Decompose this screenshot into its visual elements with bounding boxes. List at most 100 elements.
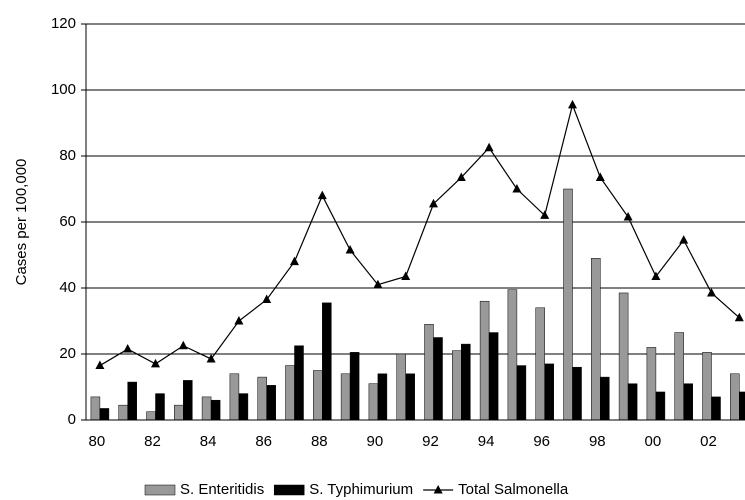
x-tick-label: 96 [533, 433, 550, 450]
bar [127, 381, 137, 421]
legend-label: S. Enteritidis [180, 481, 264, 498]
bar [201, 396, 212, 421]
x-tick-label: 02 [700, 433, 717, 450]
bar [563, 188, 573, 421]
bar [479, 300, 490, 421]
marker [178, 340, 188, 350]
legend-swatch [144, 484, 176, 496]
marker [595, 172, 605, 181]
bar [618, 292, 629, 421]
legend-label: Total Salmonella [458, 481, 569, 498]
marker [317, 190, 327, 200]
line [99, 102, 740, 367]
bar [99, 408, 110, 421]
x-tick-label: 94 [478, 433, 495, 450]
bar [461, 343, 471, 421]
marker [206, 353, 216, 363]
bar [655, 391, 666, 421]
marker [345, 245, 355, 254]
marker [623, 212, 633, 221]
bar [572, 366, 582, 421]
marker [262, 294, 272, 304]
bar [313, 370, 323, 421]
bar [349, 352, 360, 421]
bar [90, 396, 101, 421]
bar [322, 302, 332, 421]
bar [294, 345, 304, 421]
bar [516, 365, 527, 421]
x-tick-label: 86 [255, 433, 272, 450]
bar [377, 373, 388, 421]
bar [544, 363, 554, 421]
marker [734, 312, 744, 322]
marker [456, 172, 466, 181]
marker [123, 344, 133, 353]
marker [651, 271, 661, 280]
x-tick-label: 88 [311, 433, 328, 450]
bar [174, 404, 184, 421]
y-axis-label: Cases per 100,000 [13, 159, 30, 286]
bar [368, 383, 379, 421]
y-tick-label: 20 [59, 345, 76, 362]
marker [484, 142, 494, 152]
marker [540, 210, 550, 219]
bar [396, 353, 406, 421]
marker [151, 358, 160, 368]
bar [488, 332, 499, 421]
bar [452, 350, 462, 421]
bar [683, 383, 693, 421]
bar [507, 289, 518, 421]
bar [340, 373, 351, 421]
legend-swatch [273, 484, 305, 496]
bar [535, 307, 545, 421]
bar [238, 393, 249, 421]
x-tick-label: 80 [89, 433, 106, 450]
bar [674, 332, 684, 421]
marker [707, 287, 716, 297]
legend-marker [433, 485, 443, 494]
bar [229, 373, 240, 421]
x-tick-label: 90 [367, 433, 384, 450]
marker [95, 360, 105, 370]
bar [600, 376, 610, 421]
bar [711, 396, 721, 421]
marker [679, 235, 689, 244]
x-tick-label: 84 [200, 433, 217, 450]
x-tick-label: 82 [144, 433, 161, 450]
marker [234, 316, 244, 325]
bar [627, 383, 638, 421]
bar [266, 385, 276, 421]
bar [424, 324, 434, 421]
y-tick-label: 120 [51, 15, 76, 32]
bar [118, 404, 128, 421]
bar [739, 391, 745, 421]
marker [512, 184, 522, 193]
marker [429, 198, 438, 208]
bar [183, 380, 193, 421]
y-tick-label: 100 [51, 81, 76, 98]
bar [405, 373, 415, 421]
legend-label: S. Typhimurium [309, 481, 413, 498]
x-tick-label: 98 [589, 433, 606, 450]
y-tick-label: 0 [68, 411, 76, 428]
bar [257, 376, 267, 421]
y-tick-label: 40 [59, 279, 76, 296]
bar [285, 365, 295, 421]
bar [210, 399, 221, 421]
y-tick-label: 60 [59, 213, 76, 230]
bar [646, 347, 657, 421]
x-tick-label: 92 [422, 433, 439, 450]
bar [433, 337, 443, 421]
bar [591, 258, 601, 421]
bar [702, 352, 712, 421]
marker [373, 279, 383, 289]
marker [568, 99, 577, 109]
marker [401, 271, 411, 280]
bar [730, 373, 740, 421]
y-tick-label: 80 [59, 147, 76, 164]
bar [155, 393, 165, 421]
marker [290, 256, 299, 266]
x-tick-label: 00 [645, 433, 662, 450]
bar [146, 411, 156, 421]
